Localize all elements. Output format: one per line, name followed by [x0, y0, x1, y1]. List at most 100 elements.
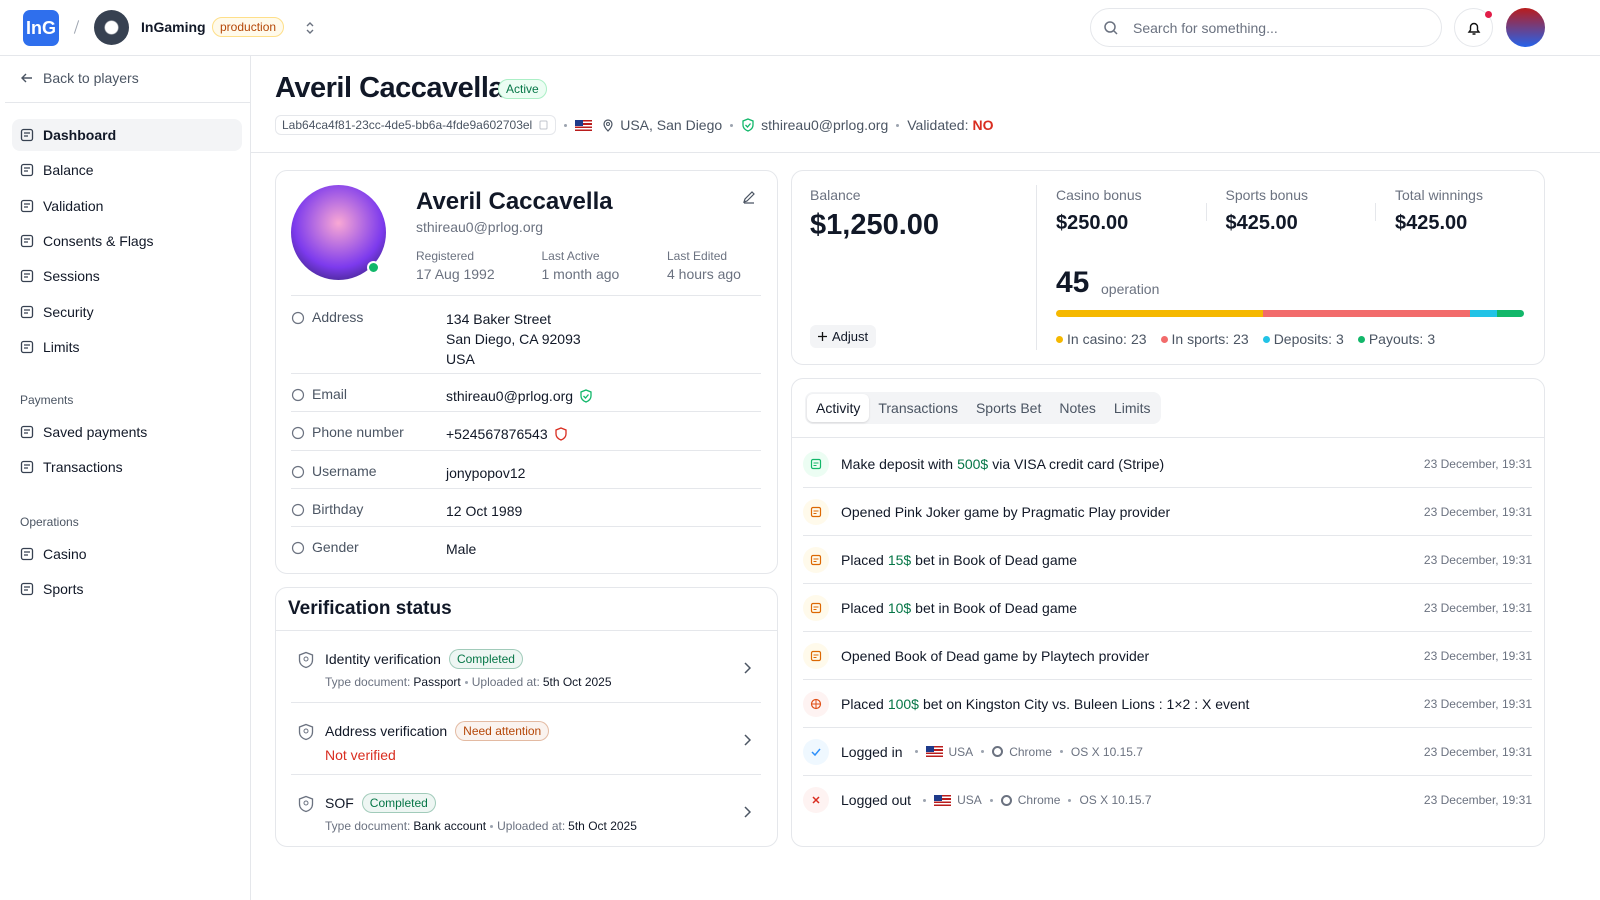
chevron — [743, 733, 752, 749]
activity-row[interactable]: Placed 10$ bet in Book of Dead game 23 Dece… — [803, 584, 1532, 632]
activity-time: 23 December, 19:31 — [1423, 793, 1532, 807]
adjust-button[interactable]: Adjust — [810, 325, 877, 348]
flag — [934, 794, 952, 806]
nav-item[interactable]: Dashboard — [12, 119, 242, 151]
notifications[interactable] — [1454, 8, 1493, 47]
activity-row[interactable]: Logged out USA Chrome OS X 10.15.7 23 Decemb… — [803, 776, 1532, 824]
tab[interactable]: Sports Bet — [975, 400, 1042, 416]
verification-icon — [297, 795, 315, 816]
activity-card — [791, 378, 1545, 847]
legend-item: In casino: 23 — [1056, 331, 1147, 347]
search-box[interactable]: Search for something... — [1090, 8, 1442, 47]
nav-text: Security — [43, 303, 94, 320]
tab[interactable]: Limits — [1113, 400, 1151, 416]
group-title: Operations — [20, 515, 79, 529]
activity-text: Placed — [841, 695, 884, 712]
activity-row[interactable]: Opened Pink Joker game by Pragmatic Play… — [803, 488, 1532, 536]
meta-text: OS X 10.15.7 — [1070, 744, 1143, 759]
nav-item[interactable]: Validation — [12, 190, 242, 222]
profile-email: sthireau0@prlog.org — [416, 219, 544, 235]
activity-icon — [803, 690, 829, 717]
activity-row[interactable]: Logged in USA Chrome OS X 10.15.7 23 Decembe… — [803, 728, 1532, 776]
field-value: Male — [446, 539, 476, 565]
operations-label: operation — [1101, 281, 1160, 297]
player-meta: Lab64ca4f81-23cc-4de5-bb6a-4fde9a602703e… — [275, 115, 993, 135]
field-line: jonypopov12 — [446, 463, 525, 483]
legend-item: Deposits: 3 — [1262, 331, 1344, 347]
tab[interactable]: Activity — [807, 394, 870, 422]
sidebar: Back to players Dashboard Balance Validati… — [0, 56, 251, 900]
field-line: USA — [446, 349, 581, 369]
tab[interactable]: Notes — [1059, 400, 1096, 416]
verification-note: Not verified — [325, 747, 396, 763]
org-name[interactable]: InGaming — [141, 19, 206, 35]
verification-title: Address verification — [325, 723, 448, 739]
activity-row[interactable]: Make deposit with 500$ via VISA credit car… — [803, 440, 1532, 488]
tab[interactable]: Transactions — [878, 400, 958, 416]
field-line-text: Male — [446, 541, 477, 558]
meta-text: USA — [957, 793, 982, 807]
activity-text: bet on Kingston City vs. Buleen Lions : … — [922, 695, 1250, 712]
field-value: sthireau0@prlog.org — [446, 386, 593, 411]
nav-item[interactable]: Consents & Flags — [12, 225, 242, 257]
activity-row[interactable]: Placed 100$ bet on Kingston City vs. Bulee… — [803, 680, 1532, 728]
legend-swatch — [1056, 335, 1063, 343]
back-link[interactable]: Back to players — [20, 70, 139, 86]
stat-value: 17 Aug 1992 — [416, 266, 495, 282]
field-line-text: 134 Baker Street — [446, 311, 552, 327]
activity-time: 23 December, 19:31 — [1423, 504, 1532, 519]
field-label-text: Gender — [312, 539, 359, 556]
legend-value: 23 — [1233, 331, 1249, 347]
user-avatar[interactable] — [1506, 8, 1545, 47]
field-label: Address — [291, 309, 446, 373]
nav-item[interactable]: Saved payments — [12, 416, 242, 448]
profile-name: Averil Caccavella — [416, 188, 613, 215]
activity-amount: 10$ — [887, 599, 912, 616]
nav-item[interactable]: Limits — [12, 331, 242, 363]
meta-text: Chrome — [1017, 793, 1061, 807]
field-label: Phone number — [291, 424, 446, 449]
browser-icon — [1000, 794, 1012, 806]
stat-value: 1 month ago — [541, 266, 620, 282]
nav-item[interactable]: Sports — [12, 573, 242, 605]
activity-icon — [803, 450, 829, 477]
player-id[interactable]: Lab64ca4f81-23cc-4de5-bb6a-4fde9a602703e… — [275, 115, 557, 135]
field-value: +524567876543 — [446, 424, 568, 449]
org-switch[interactable] — [304, 20, 316, 36]
field-label-text: Birthday — [312, 500, 364, 517]
validated-label: Validated: — [907, 117, 969, 133]
nav-text: Saved payments — [43, 424, 148, 440]
stat-divider — [1205, 203, 1207, 221]
activity-time: 23 December, 19:31 — [1423, 648, 1532, 663]
nav-item[interactable]: Sessions — [12, 260, 242, 292]
field-line: 12 Oct 1989 — [446, 501, 522, 521]
activity-icon — [803, 787, 829, 813]
verification-item[interactable]: SOF Completed Type document: Bank account Up… — [291, 775, 761, 847]
activity-time: 23 December, 19:31 — [1423, 600, 1532, 615]
nav-text: Sports — [43, 581, 84, 598]
activity-icon — [803, 546, 829, 573]
field-line: sthireau0@prlog.org — [446, 386, 593, 406]
separator — [981, 750, 985, 753]
nav-item[interactable]: Transactions — [12, 451, 242, 483]
detail-value: 5th Oct 2025 — [568, 819, 637, 833]
balance-card — [791, 170, 1545, 365]
verification-item[interactable]: Identity verification Completed Type docum… — [291, 631, 761, 703]
back-text: Back to players — [43, 70, 139, 86]
edit-button[interactable] — [742, 190, 756, 204]
nav-item[interactable]: Security — [12, 296, 242, 328]
legend-swatch — [1357, 335, 1365, 343]
logo[interactable]: InG — [23, 10, 59, 46]
activity-row[interactable]: Opened Book of Dead game by Playtech pro… — [803, 632, 1532, 680]
detail-label: Uploaded at: — [471, 675, 540, 689]
activity-row[interactable]: Placed 15$ bet in Book of Dead game 23 Dece… — [803, 536, 1532, 584]
verification-item[interactable]: Address verification Need attention Not ve… — [291, 703, 761, 775]
field-line-text: +524567876543 — [446, 426, 548, 443]
chevron — [743, 661, 752, 677]
operation-segment — [1470, 310, 1497, 317]
legend-item: In sports: 23 — [1160, 331, 1249, 347]
nav-item[interactable]: Balance — [12, 154, 242, 186]
field-line-text: 12 Oct 1989 — [446, 502, 523, 519]
nav-item[interactable]: Casino — [12, 538, 242, 570]
